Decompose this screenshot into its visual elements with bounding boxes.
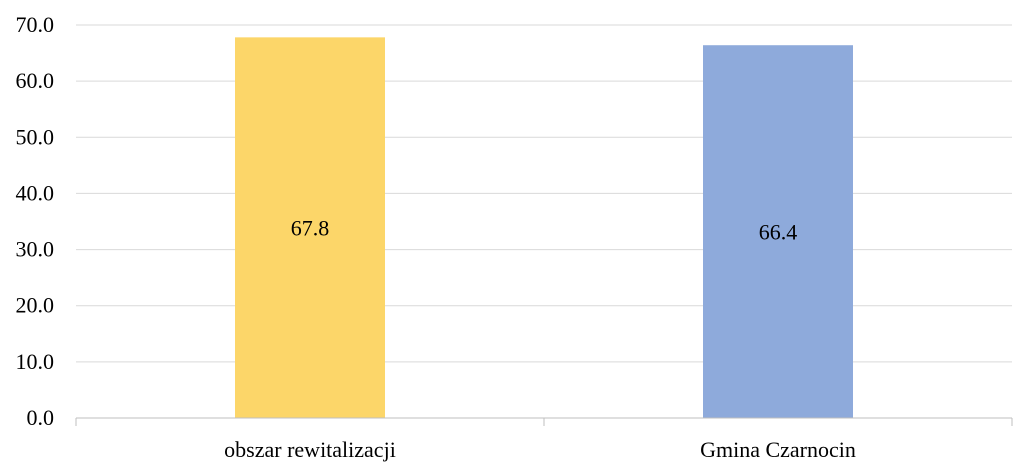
y-tick-label: 50.0 [16,124,55,149]
x-axis [75,417,1013,426]
data-labels: 67.8 66.4 [291,216,798,245]
bars [235,37,853,419]
bar [235,37,385,418]
data-label: 67.8 [291,216,330,241]
y-tick-label: 20.0 [16,293,55,318]
y-tick-label: 0.0 [27,405,55,430]
data-label: 66.4 [759,220,798,245]
y-tick-label: 70.0 [16,12,55,37]
gridlines [76,24,1012,363]
category-label: Gmina Czarnocin [700,437,856,462]
y-tick-label: 60.0 [16,68,55,93]
bar [703,45,853,419]
y-tick-label: 40.0 [16,180,55,205]
category-label: obszar rewitalizacji [224,437,396,462]
y-tick-label: 10.0 [16,349,55,374]
category-labels: obszar rewitalizacji Gmina Czarnocin [224,437,856,462]
y-tick-label: 30.0 [16,237,55,262]
y-axis-ticks: 0.0 10.0 20.0 30.0 40.0 50.0 60.0 70.0 [16,12,55,430]
